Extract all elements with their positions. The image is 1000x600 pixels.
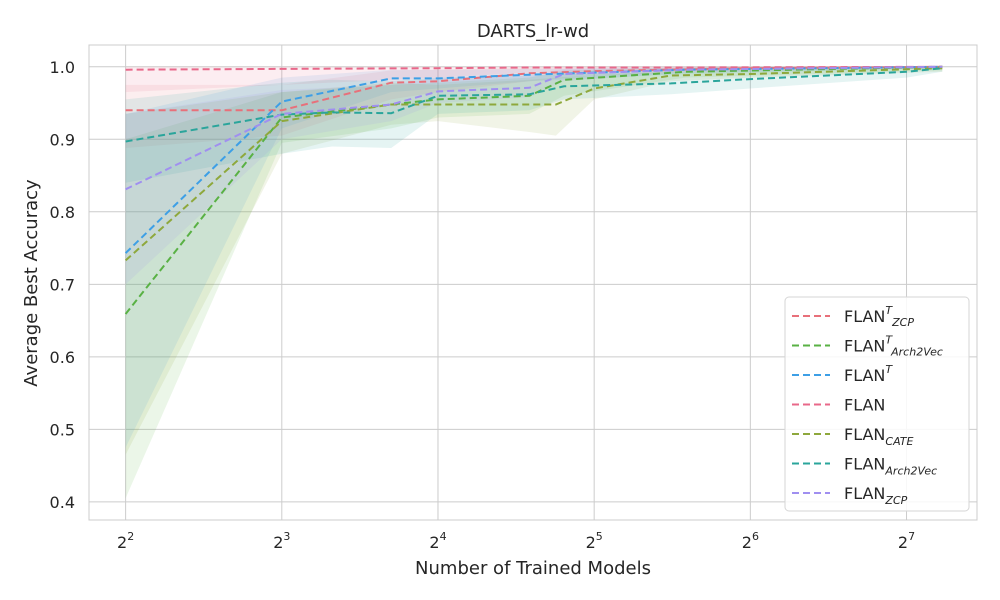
x-tick-label: 23 [273,530,290,552]
x-tick-exponent: 7 [908,530,915,543]
x-tick-base: 2 [742,533,752,552]
chart-title: DARTS_lr-wd [477,21,589,42]
x-tick-label: 26 [742,530,759,552]
legend-subscript: Arch2Vec [884,465,937,478]
line-series-1 [124,65,943,315]
x-tick-exponent: 3 [283,530,290,543]
legend-label-1: FLANTArch2Vec [844,334,943,359]
legend-box [784,296,970,512]
legend-subscript: ZCP [884,494,907,507]
legend-name: FLAN [844,396,885,415]
x-tick-base: 2 [117,533,127,552]
legend-name: FLAN [844,307,885,326]
legend-label-4: FLANCATE [844,425,914,448]
plot-border [88,44,978,521]
y-tick-label: 0.4 [50,493,75,512]
x-tick-base: 2 [586,533,596,552]
x-tick-label: 22 [117,530,134,552]
x-tick-label: 27 [898,530,915,552]
x-tick-label: 25 [586,530,603,552]
y-tick-label: 0.7 [50,275,75,294]
line-series-2 [124,65,943,254]
x-tick-exponent: 4 [440,530,447,543]
legend-superscript: T [885,334,893,347]
x-tick-exponent: 2 [127,530,134,543]
legend: FLANTZCPFLANTArch2VecFLANTFLANFLANCATEFL… [784,296,970,512]
confidence-band-series-6 [125,66,943,285]
legend-label-0: FLANTZCP [844,304,914,329]
legend-subscript: ZCP [891,316,914,329]
legend-name: FLAN [844,484,885,503]
y-tick-label: 0.5 [50,420,75,439]
legend-label-5: FLANArch2Vec [844,455,937,478]
line-series-6 [125,65,943,191]
legend-name: FLAN [844,455,885,474]
y-tick-label: 0.9 [50,130,75,149]
x-tick-label: 24 [429,530,446,552]
y-axis-label: Average Best Accuracy [21,179,42,387]
legend-name: FLAN [844,337,885,356]
legend-label-6: FLANZCP [844,484,908,507]
confidence-band-series-2 [125,66,943,448]
legend-subscript: CATE [885,435,913,448]
y-tick-label: 0.6 [50,348,75,367]
legend-subscript: Arch2Vec [890,346,943,359]
legend-superscript: T [885,304,893,317]
x-tick-exponent: 6 [752,530,759,543]
y-tick-label: 0.8 [50,203,75,222]
confidence-band-series-4 [125,66,943,455]
x-tick-base: 2 [429,533,439,552]
legend-label-3: FLAN [844,396,885,415]
y-tick-label: 1.0 [50,58,75,77]
x-axis-label: Number of Trained Models [415,558,651,579]
x-tick-base: 2 [898,533,908,552]
legend-name: FLAN [844,366,885,385]
confidence-band-series-5 [125,66,943,183]
legend-label-2: FLANT [844,363,893,385]
line-series-5 [125,67,943,143]
legend-superscript: T [885,363,893,376]
line-series-3 [125,65,943,71]
x-tick-exponent: 5 [596,530,603,543]
confidence-band-series-0 [125,66,943,148]
legend-name: FLAN [844,425,885,444]
confidence-band-series-3 [125,66,943,93]
x-tick-base: 2 [273,533,283,552]
